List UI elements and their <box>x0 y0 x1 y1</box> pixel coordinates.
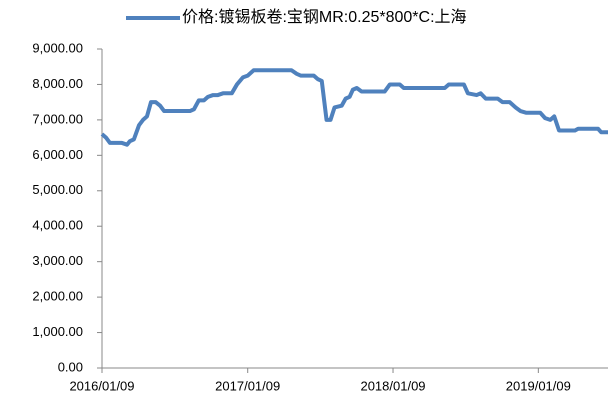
x-tick-label: 2019/01/09 <box>506 378 571 393</box>
y-tick-label: 8,000.00 <box>32 76 83 91</box>
y-tick-label: 7,000.00 <box>32 111 83 126</box>
series-line <box>100 68 608 147</box>
y-tick-label: 0.00 <box>58 359 83 374</box>
y-tick-label: 2,000.00 <box>32 289 83 304</box>
y-tick-label: 1,000.00 <box>32 324 83 339</box>
y-tick-label: 3,000.00 <box>32 253 83 268</box>
x-tick-label: 2018/01/09 <box>360 378 425 393</box>
x-tick-label: 2016/01/09 <box>69 378 134 393</box>
y-tick-label: 9,000.00 <box>32 40 83 55</box>
y-tick-label: 5,000.00 <box>32 182 83 197</box>
legend-label: 价格:镀锡板卷:宝钢MR:0.25*800*C:上海 <box>182 8 467 26</box>
y-tick-label: 4,000.00 <box>32 218 83 233</box>
y-tick-label: 6,000.00 <box>32 147 83 162</box>
x-tick-label: 2017/01/09 <box>215 378 280 393</box>
